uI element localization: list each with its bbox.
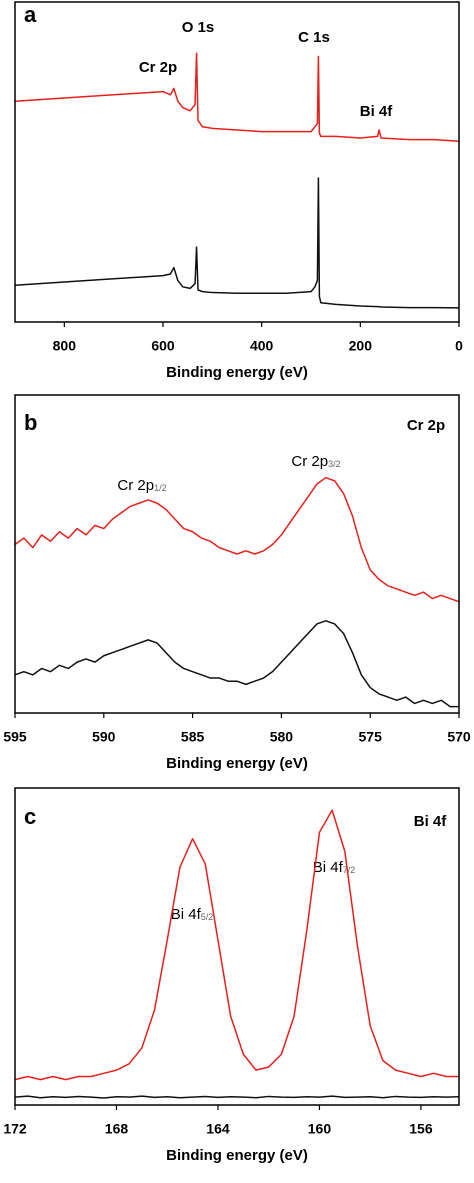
x-tick-label: 600: [151, 338, 175, 354]
spectrum-line: [14, 620, 459, 708]
peak-label-text: Cr 2p: [117, 477, 154, 494]
x-tick-label: 590: [92, 729, 116, 745]
peak-label-text: Bi 4f: [313, 859, 344, 876]
spectrum-line: [14, 1095, 460, 1099]
x-axis-label: Binding energy (eV): [166, 755, 308, 772]
panel-label: b: [24, 410, 37, 435]
x-axis-label: Binding energy (eV): [166, 1147, 308, 1164]
peak-label: Bi 4f: [360, 103, 394, 120]
peak-label-subscript: 5/2: [201, 912, 214, 922]
plot-frame: [14, 787, 460, 1106]
x-axis-label: Binding energy (eV): [166, 364, 308, 381]
x-tick-label: 570: [447, 729, 471, 745]
peak-label: Cr 2p: [139, 59, 177, 76]
x-tick-label: 800: [53, 338, 77, 354]
peak-label: O 1s: [182, 19, 215, 36]
plot-frame: [14, 1, 460, 323]
x-tick-label: 156: [409, 1121, 433, 1137]
x-tick-label: 575: [359, 729, 383, 745]
spectrum-line: [14, 177, 460, 309]
x-tick-label: 580: [270, 729, 294, 745]
panel-title: Bi 4f: [414, 813, 448, 830]
peak-label-subscript: 3/2: [328, 459, 341, 469]
panel-label: a: [24, 2, 37, 27]
x-tick-label: 585: [181, 729, 205, 745]
x-tick-label: 168: [105, 1121, 129, 1137]
x-tick-label: 164: [206, 1121, 230, 1137]
peak-label-text: Bi 4f: [171, 906, 202, 923]
x-tick-label: 200: [349, 338, 373, 354]
peak-label-subscript: 1/2: [154, 483, 167, 493]
x-tick-label: 160: [308, 1121, 332, 1137]
peak-label: Bi 4f7/2: [313, 859, 356, 876]
spectrum-line: [14, 476, 460, 603]
panel-title: Cr 2p: [407, 417, 445, 434]
peak-label: C 1s: [298, 29, 330, 46]
peak-label: Bi 4f5/2: [171, 906, 214, 923]
x-tick-label: 172: [3, 1121, 27, 1137]
peak-label: Cr 2p1/2: [117, 477, 166, 494]
spectrum-line: [14, 809, 459, 1081]
spectrum-line: [14, 52, 460, 142]
x-tick-label: 595: [3, 729, 27, 745]
peak-label-subscript: 7/2: [343, 865, 356, 875]
plot-frame: [14, 394, 460, 714]
x-tick-label: 400: [250, 338, 274, 354]
panel-label: c: [24, 804, 36, 829]
peak-label: Cr 2p3/2: [291, 453, 340, 470]
peak-label-text: Cr 2p: [291, 453, 328, 470]
x-tick-label: 0: [455, 338, 463, 354]
